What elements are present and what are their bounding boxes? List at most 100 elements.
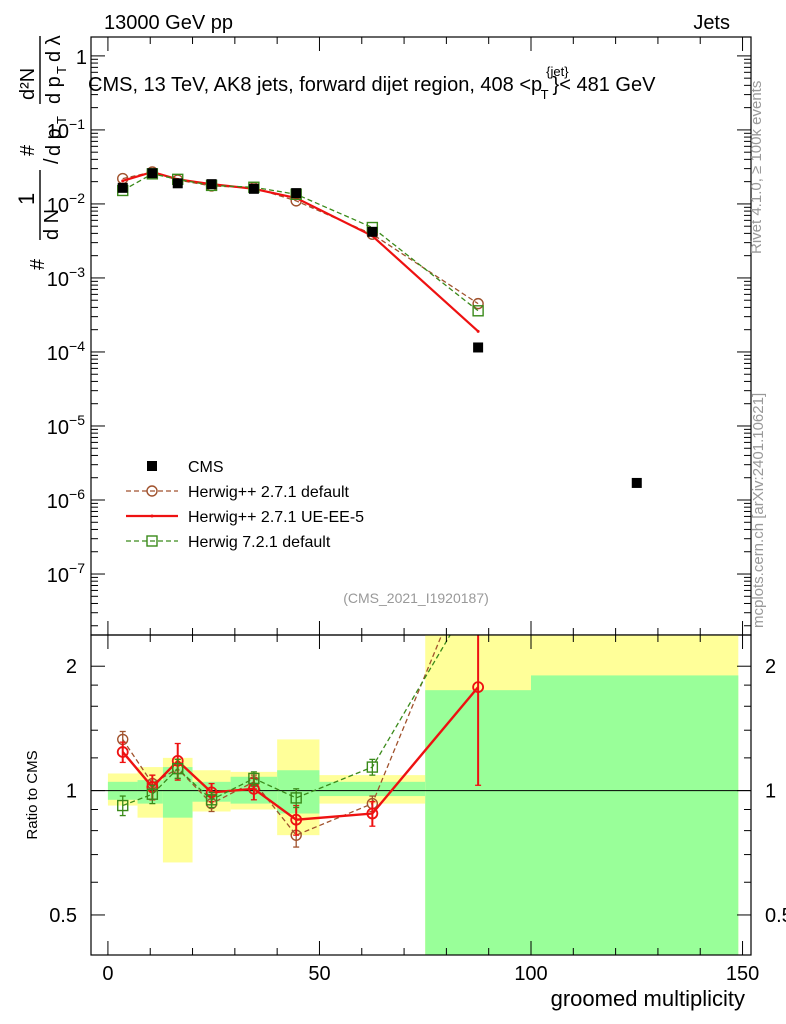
main-y-tick-label: 10−2 [47, 190, 85, 217]
y-label-d2N: d²N [17, 68, 39, 100]
header-left: 13000 GeV pp [104, 12, 233, 34]
ratio-y-tick-label: 0.5 [49, 905, 77, 927]
main-y-tick-base: 10 [47, 565, 69, 587]
y-label-one: 1 [14, 193, 39, 205]
ratio-point-h72 [117, 799, 129, 812]
side-label-mcplots: mcplots.cern.ch [arXiv:2401.10621] [750, 393, 767, 628]
main-y-tick-exp: −1 [69, 116, 85, 132]
legend-label-cms: CMS [188, 459, 224, 476]
y-label-dpT-2: d p [43, 76, 65, 104]
main-y-tick-base: 10 [47, 343, 69, 365]
ratio-x-tick-label: 0 [102, 963, 113, 985]
y-label-hash1: # [27, 258, 49, 270]
legend-marker-cms [147, 461, 157, 471]
cms-data-point [117, 182, 128, 193]
ratio-y-tick-label-right: 2 [765, 656, 776, 678]
main-point-hue [121, 179, 125, 183]
ratio-x-tick-label: 100 [514, 963, 547, 985]
ratio-y-tick-label: 1 [66, 781, 77, 803]
ratio-point-hue [116, 746, 129, 758]
main-y-tick-label: 10−1 [47, 116, 85, 143]
ratio-point-h72 [172, 762, 184, 775]
header-right: Jets [693, 12, 730, 34]
main-y-tick-exp: −3 [69, 264, 85, 280]
ratio-frame [90, 634, 752, 956]
main-y-tick-exp: −5 [69, 412, 85, 428]
main-y-tick-exp: −4 [69, 338, 85, 354]
cms-data-point [248, 183, 259, 194]
main-y-tick-base: 10 [47, 417, 69, 439]
ratio-series-group [116, 541, 485, 848]
cms-data-point [473, 342, 484, 353]
main-y-tick-exp: −2 [69, 190, 85, 206]
x-axis-label: groomed multiplicity [551, 986, 745, 1011]
plot-title-suffix: }< 481 GeV [553, 74, 657, 96]
ratio-point-h72 [290, 792, 302, 804]
main-y-tick-base: 10 [47, 269, 69, 291]
legend-marker-h72 [146, 535, 158, 547]
ratio-x-tick-label: 50 [308, 963, 330, 985]
cms-data-point [206, 179, 217, 190]
ratio-y-label: Ratio to CMS [24, 750, 41, 839]
plot-title-sub: T [541, 87, 549, 102]
ratio-y-tick-label: 2 [66, 656, 77, 678]
legend-label-h72: Herwig 7.2.1 default [188, 534, 331, 551]
analysis-id: (CMS_2021_I1920187) [343, 590, 489, 606]
y-label-dlambda: d λ [43, 35, 65, 62]
legend-entry-hpp: Herwig++ 2.7.1 default [126, 484, 350, 501]
ratio-y-tick-label-right: 1 [765, 781, 776, 803]
main-y-tick-base: 10 [47, 491, 69, 513]
main-point-h72 [472, 305, 484, 317]
legend-entry-hue: Herwig++ 2.7.1 UE-EE-5 [126, 509, 364, 526]
ratio-point-h72 [205, 794, 218, 806]
main-y-tick-base: 10 [47, 121, 69, 143]
side-label-rivet: Rivet 4.1.0, ≥ 100k events [748, 81, 765, 254]
legend-label-hue: Herwig++ 2.7.1 UE-EE-5 [188, 509, 364, 526]
legend-label-hpp: Herwig++ 2.7.1 default [188, 484, 350, 501]
main-y-tick-exp: −7 [69, 560, 85, 576]
main-series-line-h72 [122, 173, 479, 312]
plot-title-prefix: CMS, 13 TeV, AK8 jets, forward dijet reg… [88, 74, 542, 96]
ratio-y-tick-label-right: 0.5 [765, 905, 786, 927]
cms-data-point [291, 188, 302, 199]
ratio-point-hue [290, 813, 303, 826]
ratio-band-green [319, 781, 426, 797]
cms-data-point [172, 178, 183, 189]
legend: CMS Herwig++ 2.7.1 default Herwig++ 2.7.1 … [126, 459, 364, 551]
legend-marker-hue [150, 514, 154, 518]
legend-entry-h72: Herwig 7.2.1 default [126, 534, 331, 551]
ratio-point-h72 [146, 788, 159, 800]
main-y-tick-exp: −6 [69, 486, 85, 502]
ratio-x-tick-label: 150 [726, 963, 759, 985]
legend-marker-hpp [146, 485, 158, 497]
main-panel: 10−710−610−510−410−310−210−11 CMS, 13 Te… [47, 36, 752, 636]
ratio-panel: 0.5 0.5 1 1 2 2 0 50 100 150 [49, 541, 786, 985]
main-y-tick-label: 10−4 [47, 338, 85, 365]
ratio-point-hue [472, 681, 485, 694]
ratio-point-h72 [366, 761, 379, 773]
cms-data-point [631, 477, 642, 488]
ratio-point-hpp [473, 541, 483, 551]
y-label-dpT: d p [43, 128, 65, 156]
ratio-point-hue [366, 807, 379, 820]
main-y-tick-label: 10−6 [47, 486, 85, 513]
main-y-tick-label: 10−5 [47, 412, 85, 439]
main-y-label: # 1 d N / # d p T d²N d p T d λ [14, 35, 69, 270]
y-label-hash2: # [17, 144, 39, 156]
ratio-series-line-hue [121, 686, 480, 821]
plot-title-sup: {jet} [546, 64, 569, 79]
main-y-tick-label: 10−7 [47, 560, 85, 587]
main-y-tick-base: 10 [47, 195, 69, 217]
y-label-T-2: T [54, 66, 69, 74]
plot-title: CMS, 13 TeV, AK8 jets, forward dijet reg… [88, 64, 656, 102]
main-point-hpp [472, 297, 484, 310]
main-point-hue [476, 329, 480, 333]
y-label-T: T [54, 116, 69, 124]
cms-data-point [147, 168, 158, 179]
main-y-tick-label: 1 [76, 47, 87, 69]
ratio-series-line-h72 [122, 635, 451, 807]
y-label-dN: d N [41, 209, 63, 240]
ratio-band-green [531, 675, 739, 955]
cms-data-point [367, 226, 378, 237]
